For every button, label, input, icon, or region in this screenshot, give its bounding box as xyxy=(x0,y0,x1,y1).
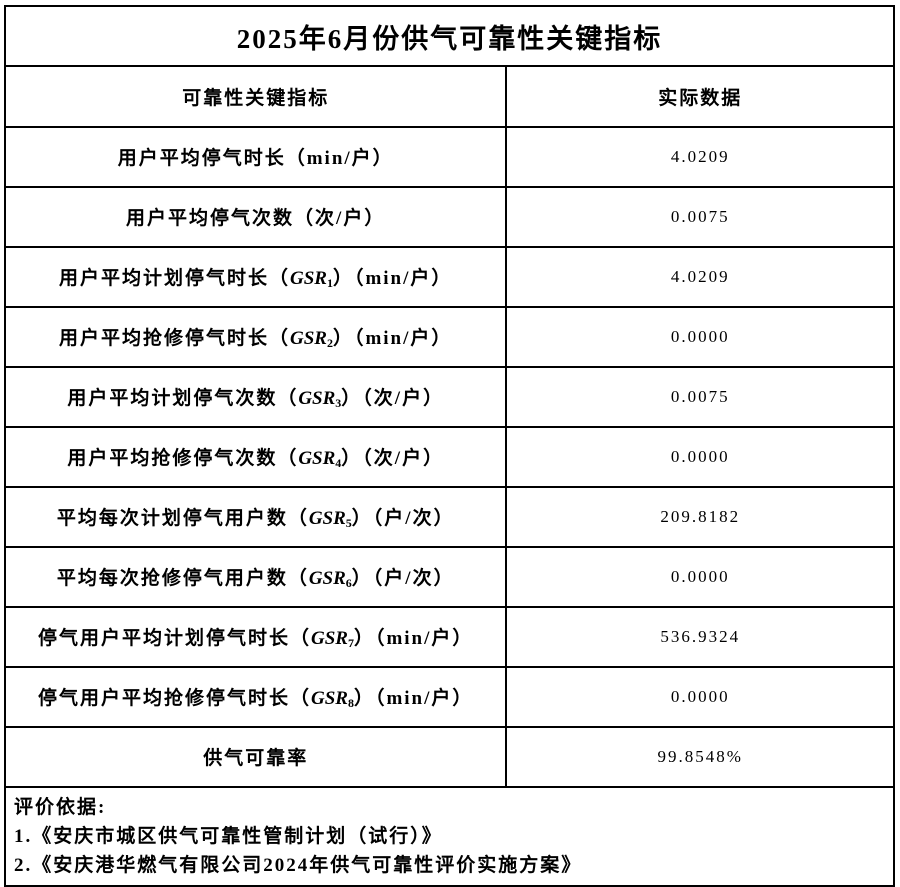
gsr-symbol: GSR xyxy=(310,688,348,709)
indicator-label: 用户平均计划停气时长（GSR1）（min/户） xyxy=(3,246,508,308)
table-row: 用户平均计划停气时长（GSR1）（min/户） 4.0209 xyxy=(3,246,895,308)
label-text: 用户平均停气次数（次/户） xyxy=(126,208,386,229)
gsr-subscript: 1 xyxy=(326,276,333,290)
document-sheet: 2025年6月份供气可靠性关键指标 可靠性关键指标 实际数据 用户平均停气时长（… xyxy=(3,5,895,887)
table-row: 用户平均抢修停气时长（GSR2）（min/户） 0.0000 xyxy=(3,306,895,368)
label-unit: ）（min/户） xyxy=(353,688,474,709)
indicator-value: 536.9324 xyxy=(505,606,895,668)
gsr-subscript: 7 xyxy=(347,636,354,650)
indicator-label: 停气用户平均计划停气时长（GSR7）（min/户） xyxy=(3,606,508,668)
table-row: 停气用户平均抢修停气时长（GSR8）（min/户） 0.0000 xyxy=(3,666,895,728)
label-text: 用户平均计划停气次数（ xyxy=(67,388,299,409)
gsr-symbol: GSR xyxy=(308,568,346,589)
table-row: 平均每次计划停气用户数（GSR5）（户/次） 209.8182 xyxy=(3,486,895,548)
title-row: 2025年6月份供气可靠性关键指标 xyxy=(4,5,895,67)
footer-row: 评价依据: 1.《安庆市城区供气可靠性管制计划（试行）》 2.《安庆港华燃气有限… xyxy=(4,786,895,887)
indicator-value: 0.0000 xyxy=(505,426,895,488)
indicator-value: 0.0075 xyxy=(505,186,895,248)
indicator-label: 用户平均停气次数（次/户） xyxy=(3,186,508,248)
label-text: 停气用户平均抢修停气时长（ xyxy=(37,688,311,709)
indicator-label: 用户平均计划停气次数（GSR3）（次/户） xyxy=(3,366,508,428)
indicator-value: 99.8548% xyxy=(505,726,895,788)
table-row: 用户平均停气次数（次/户） 0.0075 xyxy=(3,186,895,248)
label-text: 停气用户平均计划停气时长（ xyxy=(37,628,311,649)
table-row: 用户平均计划停气次数（GSR3）（次/户） 0.0075 xyxy=(3,366,895,428)
label-text: 平均每次计划停气用户数（ xyxy=(56,508,309,529)
label-text: 用户平均抢修停气次数（ xyxy=(67,448,299,469)
label-text: 用户平均计划停气时长（ xyxy=(58,268,290,289)
header-row: 可靠性关键指标 实际数据 xyxy=(3,65,895,128)
gsr-subscript: 3 xyxy=(335,396,342,410)
table-row: 用户平均抢修停气次数（GSR4）（次/户） 0.0000 xyxy=(3,426,895,488)
indicator-value: 0.0075 xyxy=(505,366,895,428)
evaluation-basis-item-2: 2.《安庆港华燃气有限公司2024年供气可靠性评价实施方案》 xyxy=(14,855,583,876)
gsr-subscript: 8 xyxy=(347,696,354,710)
gsr-symbol: GSR xyxy=(298,388,336,409)
label-unit: ）（min/户） xyxy=(353,628,474,649)
indicator-label: 用户平均抢修停气次数（GSR4）（次/户） xyxy=(3,426,508,488)
indicator-value: 0.0000 xyxy=(505,546,895,608)
evaluation-basis: 评价依据: 1.《安庆市城区供气可靠性管制计划（试行）》 2.《安庆港华燃气有限… xyxy=(4,786,895,887)
gsr-subscript: 2 xyxy=(326,336,333,350)
label-text: 用户平均抢修停气时长（ xyxy=(58,328,290,349)
gsr-symbol: GSR xyxy=(310,628,348,649)
reliability-indicators-table: 2025年6月份供气可靠性关键指标 可靠性关键指标 实际数据 用户平均停气时长（… xyxy=(3,5,895,887)
gsr-symbol: GSR xyxy=(289,328,327,349)
label-unit: ）（min/户） xyxy=(332,268,453,289)
table-row: 平均每次抢修停气用户数（GSR6）（户/次） 0.0000 xyxy=(3,546,895,608)
evaluation-basis-heading: 评价依据: xyxy=(14,797,107,818)
label-unit: ）（户/次） xyxy=(351,568,455,589)
indicator-label: 用户平均停气时长（min/户） xyxy=(3,126,508,188)
evaluation-basis-item-1: 1.《安庆市城区供气可靠性管制计划（试行）》 xyxy=(14,826,443,847)
indicator-value: 4.0209 xyxy=(505,126,895,188)
gsr-symbol: GSR xyxy=(289,268,327,289)
indicator-value: 0.0000 xyxy=(505,666,895,728)
label-unit: ）（次/户） xyxy=(341,448,445,469)
indicator-label: 停气用户平均抢修停气时长（GSR8）（min/户） xyxy=(3,666,508,728)
gsr-subscript: 6 xyxy=(345,576,352,590)
label-text: 平均每次抢修停气用户数（ xyxy=(56,568,309,589)
indicator-value: 4.0209 xyxy=(505,246,895,308)
indicator-value: 0.0000 xyxy=(505,306,895,368)
page-title: 2025年6月份供气可靠性关键指标 xyxy=(4,5,895,67)
indicator-label: 供气可靠率 xyxy=(3,726,508,788)
label-text: 用户平均停气时长（min/户） xyxy=(117,148,394,169)
indicator-label: 用户平均抢修停气时长（GSR2）（min/户） xyxy=(3,306,508,368)
gsr-symbol: GSR xyxy=(308,508,346,529)
label-unit: ）（次/户） xyxy=(341,388,445,409)
table-row: 供气可靠率 99.8548% xyxy=(3,726,895,788)
gsr-subscript: 5 xyxy=(345,516,352,530)
table-row: 用户平均停气时长（min/户） 4.0209 xyxy=(3,126,895,188)
label-unit: ）（min/户） xyxy=(332,328,453,349)
col-header-actual-data: 实际数据 xyxy=(505,65,895,128)
label-unit: ）（户/次） xyxy=(351,508,455,529)
label-text: 供气可靠率 xyxy=(203,748,309,769)
gsr-subscript: 4 xyxy=(335,456,342,470)
gsr-symbol: GSR xyxy=(298,448,336,469)
col-header-indicator: 可靠性关键指标 xyxy=(3,65,508,128)
table-row: 停气用户平均计划停气时长（GSR7）（min/户） 536.9324 xyxy=(3,606,895,668)
indicator-label: 平均每次抢修停气用户数（GSR6）（户/次） xyxy=(3,546,508,608)
indicator-value: 209.8182 xyxy=(505,486,895,548)
indicator-label: 平均每次计划停气用户数（GSR5）（户/次） xyxy=(3,486,508,548)
